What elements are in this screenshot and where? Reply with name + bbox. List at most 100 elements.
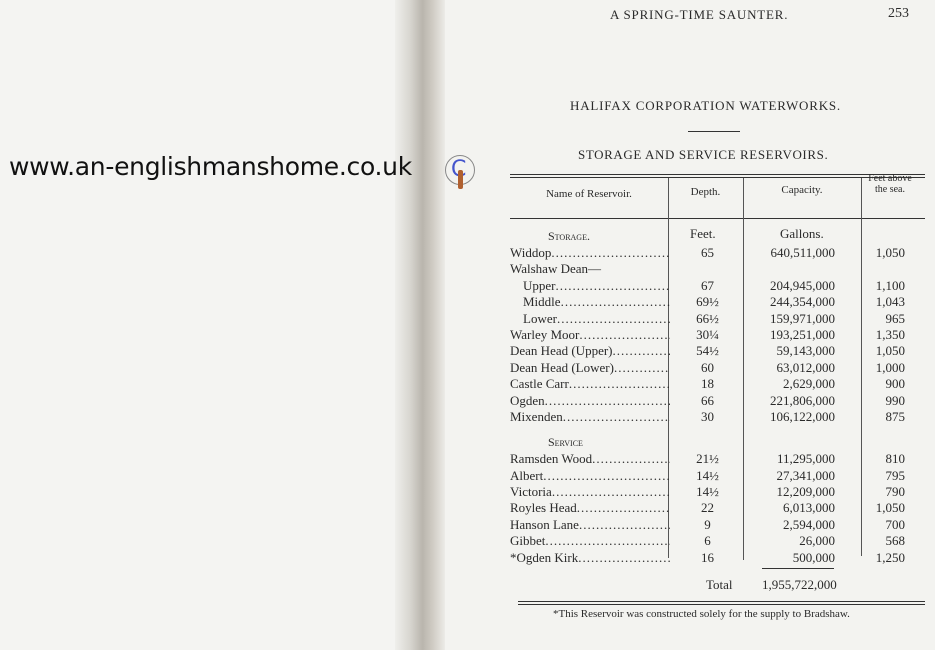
dot-leader (579, 327, 670, 343)
reservoir-name-text: Hanson Lane (510, 516, 579, 532)
reservoir-name: Castle Carr (510, 376, 670, 392)
capacity-cell: 193,251,000 (770, 326, 835, 342)
table-row: Middle 69½ 244,354,000 1,043 (510, 294, 925, 310)
reservoir-name-text: Mixenden (510, 408, 563, 424)
feet-cell: 990 (885, 392, 906, 408)
dot-leader (556, 278, 671, 294)
depth-cell: 65 (701, 245, 714, 260)
table-row: Victoria 14½ 12,209,000 790 (510, 484, 925, 500)
feet-cell: 1,050 (875, 245, 905, 260)
page-title: HALIFAX CORPORATION WATERWORKS. (570, 98, 841, 113)
feet-cell (835, 261, 915, 277)
depth-cell: 60 (701, 359, 714, 375)
feet-cell: 568 (885, 533, 906, 549)
feet-cell: 1,050 (875, 500, 905, 516)
capacity-cell: 159,971,000 (770, 310, 835, 326)
depth-cell: 18 (701, 376, 714, 392)
footer-rule-2 (518, 604, 925, 605)
feet-cell: 875 (885, 408, 906, 424)
header-name: Name of Reservoir. (546, 188, 632, 200)
depth-cell: 21½ (696, 451, 719, 467)
feet-cell: 1,043 (875, 294, 905, 310)
reservoir-name: Walshaw Dean— (510, 261, 670, 277)
reservoir-name-text: Castle Carr (510, 376, 569, 392)
table-row: Warley Moor 30¼ 193,251,000 1,350 (510, 327, 925, 343)
depth-cell (670, 261, 745, 277)
capacity-cell: 59,143,000 (776, 343, 836, 359)
dot-leader (563, 409, 670, 425)
reservoir-name: Victoria (510, 484, 670, 500)
depth-cell: 69½ (696, 294, 719, 310)
dot-leader (613, 343, 670, 359)
table-top-rule (510, 174, 925, 175)
header-rule (510, 218, 925, 219)
reservoir-name-text: Dean Head (Lower) (510, 359, 614, 375)
table-row: Gibbet 6 26,000 568 (510, 533, 925, 549)
feet-cell: 790 (885, 484, 906, 500)
depth-cell: 54½ (696, 343, 719, 359)
reservoir-name-text: Victoria (510, 484, 552, 500)
reservoir-name: Lower (510, 311, 670, 327)
feet-cell: 1,000 (875, 359, 905, 375)
dot-leader (592, 451, 670, 467)
total-value: 1,955,722,000 (762, 577, 837, 592)
capacity-cell: 204,945,000 (770, 277, 835, 293)
dot-leader (543, 468, 670, 484)
dot-leader (577, 500, 670, 516)
feet-cell: 1,050 (875, 343, 905, 359)
reservoir-name-text: Upper (523, 277, 556, 293)
reservoir-name: Widdop (510, 245, 670, 261)
depth-cell: 9 (704, 516, 711, 532)
capacity-cell: 2,629,000 (783, 376, 835, 392)
dot-leader (557, 311, 670, 327)
reservoir-name-text: Ramsden Wood (510, 451, 593, 467)
capacity-cell: 63,012,000 (776, 359, 836, 375)
depth-cell: 22 (701, 500, 714, 516)
table-row: Lower 66½ 159,971,000 965 (510, 311, 925, 327)
dot-leader (579, 517, 670, 533)
copyright-icon: C (445, 155, 475, 189)
depth-cell: 16 (701, 549, 714, 565)
feet-cell: 1,350 (875, 326, 905, 342)
depth-cell: 66 (701, 392, 714, 408)
header-feet: Feet above the sea. (868, 173, 912, 195)
depth-unit: Feet. (690, 226, 716, 241)
capacity-cell: 26,000 (799, 533, 835, 549)
reservoir-name-text: *Ogden Kirk (510, 549, 579, 565)
table-row: Walshaw Dean— (510, 261, 925, 277)
total-rule (762, 568, 834, 569)
footer-rule (518, 601, 925, 602)
reservoir-name-text: Middle (523, 294, 561, 310)
reservoir-table: Storage. Widdop 65 640,511,000 1,050 Walshaw … (510, 228, 925, 566)
reservoir-name-text: Gibbet (510, 533, 546, 549)
capacity-cell: 106,122,000 (770, 408, 835, 424)
table-row: Dean Head (Upper) 54½ 59,143,000 1,050 (510, 343, 925, 359)
running-head: A SPRING-TIME SAUNTER. (610, 7, 789, 22)
feet-cell: 1,250 (875, 549, 905, 565)
reservoir-name: Warley Moor (510, 327, 670, 343)
capacity-cell (745, 261, 835, 277)
section-label: Storage. (548, 229, 590, 243)
reservoir-name: Dean Head (Lower) (510, 360, 670, 376)
table-row: Mixenden 30 106,122,000 875 (510, 409, 925, 425)
column-divider (743, 178, 744, 560)
table-row: *Ogden Kirk 16 500,000 1,250 (510, 550, 925, 566)
reservoir-name: Mixenden (510, 409, 670, 425)
table-row: Royles Head 22 6,013,000 1,050 (510, 500, 925, 516)
dot-leader (545, 533, 670, 549)
reservoir-name-text: Dean Head (Upper) (510, 343, 613, 359)
capacity-cell: 12,209,000 (776, 484, 836, 500)
dot-leader (569, 376, 670, 392)
column-divider (861, 178, 862, 556)
table-row: Ramsden Wood 21½ 11,295,000 810 (510, 451, 925, 467)
capacity-cell: 221,806,000 (770, 392, 835, 408)
reservoir-name: Albert (510, 468, 670, 484)
feet-cell: 1,100 (875, 277, 905, 293)
total-label: Total (706, 577, 733, 592)
depth-cell: 67 (701, 277, 714, 293)
reservoir-name-text: Albert (510, 467, 544, 483)
header-capacity: Capacity. (781, 184, 823, 196)
reservoir-name-text: Walshaw Dean— (510, 261, 602, 277)
watermark: www.an-englishmanshome.co.uk (9, 152, 412, 181)
reservoir-name-text: Lower (523, 310, 557, 326)
